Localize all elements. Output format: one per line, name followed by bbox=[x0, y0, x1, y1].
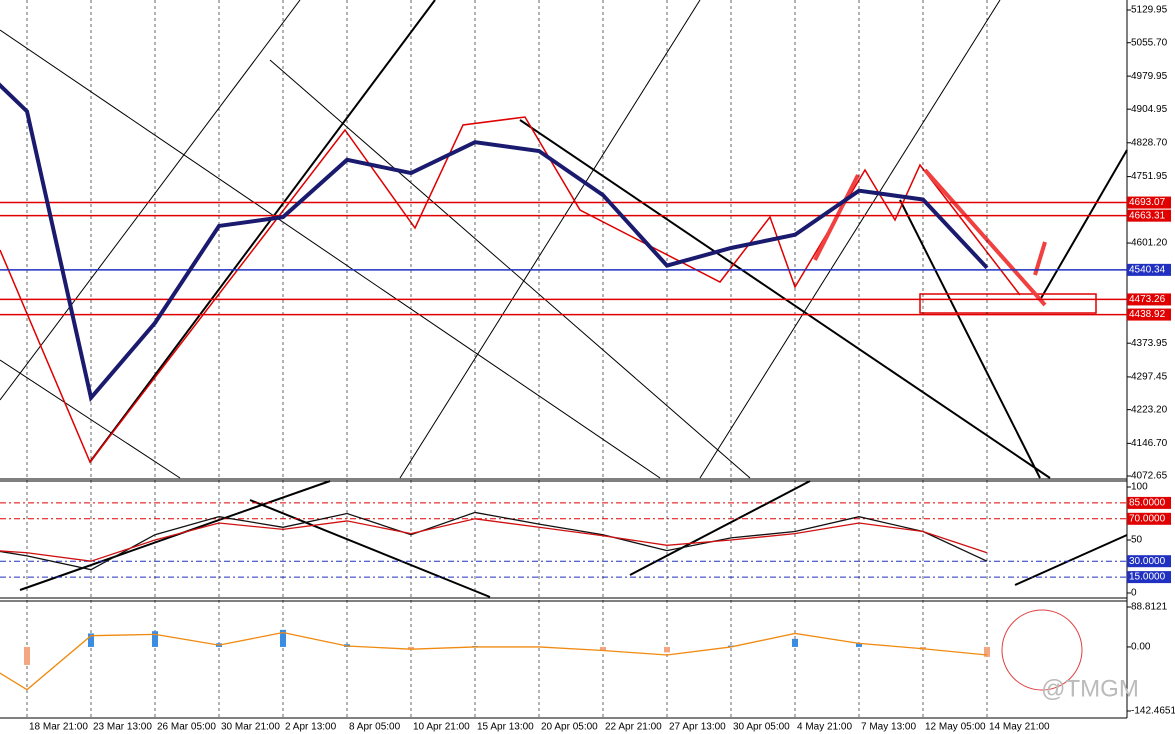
watermark: @TMGM bbox=[1041, 675, 1139, 702]
level-label-box bbox=[1127, 496, 1171, 509]
histogram-bar bbox=[600, 646, 606, 651]
histogram-bar bbox=[24, 646, 30, 665]
y-tick-label: 88.8121 bbox=[1131, 602, 1168, 613]
highlight-circle bbox=[1001, 609, 1083, 691]
level-label: 70.0000 bbox=[1129, 513, 1166, 524]
x-tick-label: 4 May 21:00 bbox=[797, 722, 852, 733]
panel-borders bbox=[0, 0, 1128, 719]
level-label-box bbox=[1127, 293, 1171, 306]
x-tick-label: 8 Apr 05:00 bbox=[349, 722, 401, 733]
x-tick-label: 18 Mar 21:00 bbox=[29, 722, 88, 733]
y-tick-label: 4072.65 bbox=[1131, 471, 1168, 482]
y-tick-label: 5055.70 bbox=[1131, 37, 1168, 48]
x-tick-label: 2 Apr 13:00 bbox=[285, 722, 337, 733]
series-line bbox=[0, 511, 988, 571]
x-tick-label: 12 May 05:00 bbox=[925, 722, 986, 733]
x-tick-label: 27 Apr 13:00 bbox=[669, 722, 726, 733]
histogram-bar bbox=[152, 631, 158, 647]
x-tick-label: 30 Mar 21:00 bbox=[221, 722, 280, 733]
y-tick-label: 4904.95 bbox=[1131, 104, 1168, 115]
histogram-bar bbox=[408, 646, 414, 650]
x-tick-label: 14 May 21:00 bbox=[989, 722, 1050, 733]
level-label: 4663.31 bbox=[1129, 210, 1166, 221]
x-tick-label: 22 Apr 21:00 bbox=[605, 722, 662, 733]
y-tick-label: 0 bbox=[1131, 588, 1137, 599]
histogram-bar bbox=[664, 646, 670, 653]
y-tick-label: 100 bbox=[1131, 482, 1148, 493]
price-line bbox=[0, 82, 989, 403]
x-tick-label: 26 Mar 05:00 bbox=[157, 722, 216, 733]
x-tick-label: 30 Apr 05:00 bbox=[733, 722, 790, 733]
y-tick-label: 4601.20 bbox=[1131, 238, 1168, 249]
level-label: 30.0000 bbox=[1129, 556, 1166, 567]
histogram-bar bbox=[792, 638, 798, 647]
x-tick-label: 20 Apr 05:00 bbox=[541, 722, 598, 733]
y-tick-label: 4979.95 bbox=[1131, 71, 1168, 82]
level-label-box bbox=[1127, 209, 1171, 222]
level-label: 4540.34 bbox=[1129, 265, 1166, 276]
x-tick-label: 23 Mar 13:00 bbox=[93, 722, 152, 733]
y-tick-label: 4751.95 bbox=[1131, 171, 1168, 182]
level-label: 4473.26 bbox=[1129, 294, 1166, 305]
level-label-box bbox=[1127, 571, 1171, 584]
y-tick-label: 4373.95 bbox=[1131, 338, 1168, 349]
y-tick-label: 0.00 bbox=[1131, 642, 1151, 653]
level-label: 15.0000 bbox=[1129, 572, 1166, 583]
level-label: 4438.92 bbox=[1129, 309, 1166, 320]
y-tick-label: 4146.70 bbox=[1131, 438, 1168, 449]
y-tick-label: 4223.20 bbox=[1131, 404, 1168, 415]
series-line bbox=[0, 518, 988, 562]
level-label-box bbox=[1127, 308, 1171, 321]
level-label: 85.0000 bbox=[1129, 498, 1166, 509]
y-tick-label: -142.4651 bbox=[1131, 706, 1175, 717]
series-line bbox=[0, 631, 988, 691]
x-tick-label: 10 Apr 21:00 bbox=[413, 722, 470, 733]
y-tick-label: 50 bbox=[1131, 535, 1143, 546]
x-tick-label: 15 Apr 13:00 bbox=[477, 722, 534, 733]
level-label: 4693.07 bbox=[1129, 197, 1166, 208]
histogram-bar bbox=[984, 646, 990, 657]
level-label-box bbox=[1127, 555, 1171, 568]
histogram-bar bbox=[856, 643, 862, 647]
y-tick-label: 5129.95 bbox=[1131, 5, 1168, 16]
histogram-bar bbox=[280, 629, 286, 647]
histogram-bar bbox=[728, 645, 734, 647]
histogram-bar bbox=[88, 633, 94, 647]
level-label-box bbox=[1127, 196, 1171, 209]
y-tick-label: 4828.70 bbox=[1131, 137, 1168, 148]
level-label-box bbox=[1127, 263, 1171, 276]
y-tick-label: 4297.45 bbox=[1131, 372, 1168, 383]
x-tick-label: 7 May 13:00 bbox=[861, 722, 916, 733]
level-label-box bbox=[1127, 512, 1171, 525]
